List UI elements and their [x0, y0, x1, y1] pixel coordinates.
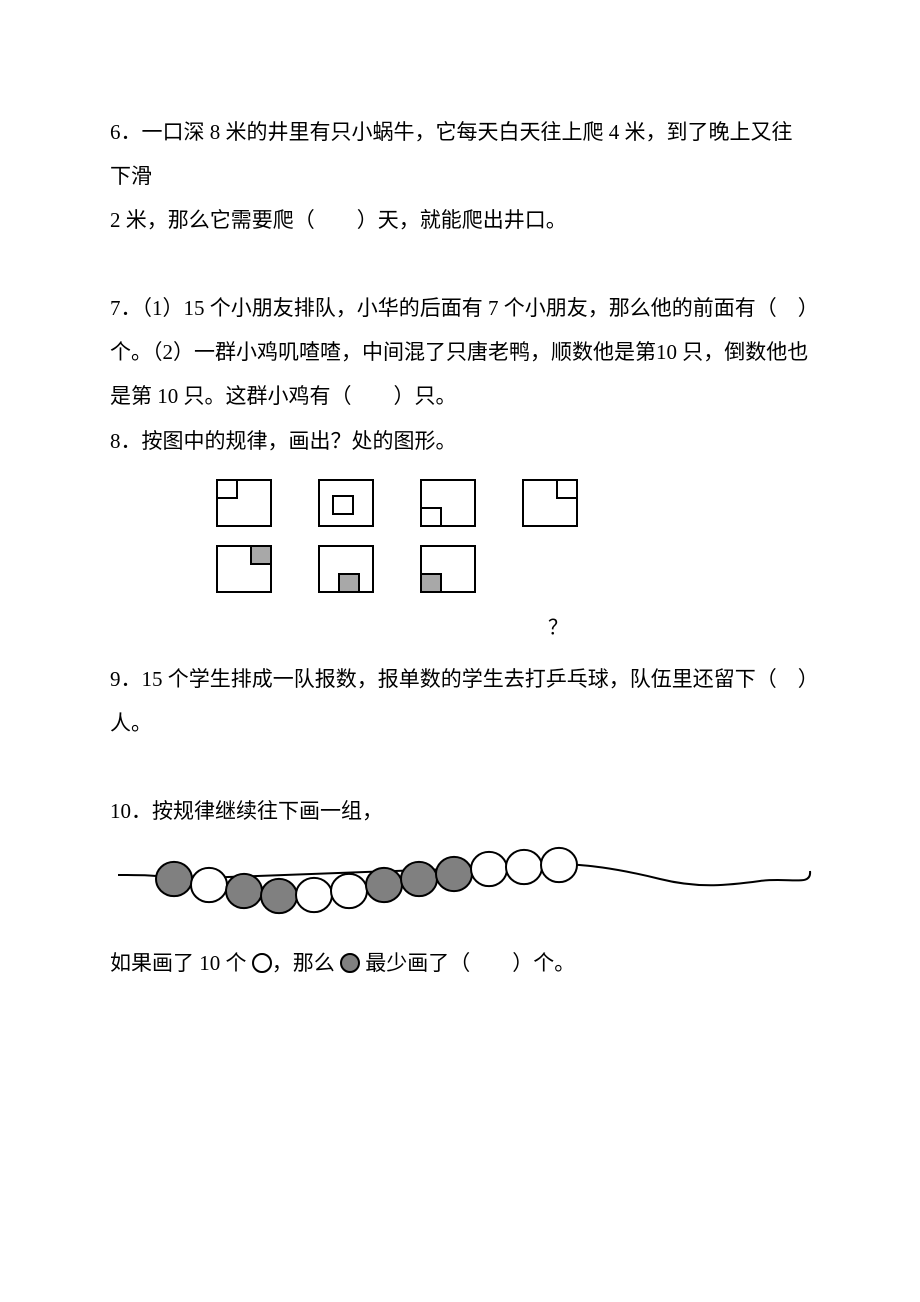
q10-after-prefix: 如果画了 10 个: [110, 951, 252, 975]
pattern-cell-1-4: [516, 475, 584, 533]
q10-bead-diagram: [110, 841, 820, 917]
q10-after-suffix: 最少画了（ ）个。: [360, 951, 575, 975]
q8-pattern-row2: [210, 541, 810, 599]
q8-title: 8．按图中的规律，画出？处的图形。: [110, 419, 810, 463]
bead-gray: [436, 857, 472, 891]
pattern-cell-2-1: [210, 541, 278, 599]
q8-pattern: [210, 475, 810, 599]
bead-gray: [226, 874, 262, 908]
bead-white: [506, 850, 542, 884]
q10-title: 10．按规律继续往下画一组，: [110, 789, 810, 833]
q8-pattern-row1: [210, 475, 810, 533]
q6-line2: 2 米，那么它需要爬（ ）天，就能爬出井口。: [110, 198, 810, 242]
gray-circle-icon: [340, 953, 360, 973]
bead-white: [331, 874, 367, 908]
white-circle-icon: [252, 953, 272, 973]
bead-white: [191, 868, 227, 902]
bead-white: [541, 848, 577, 882]
q10-after-mid: ，那么: [272, 951, 340, 975]
bead-white: [296, 878, 332, 912]
pattern-cell-2-3: [414, 541, 482, 599]
pattern-cell-2-2: [312, 541, 380, 599]
bead-gray: [261, 879, 297, 913]
q8-question-mark: ？: [548, 607, 810, 649]
pattern-cell-1-3: [414, 475, 482, 533]
pattern-cell-1-1: [210, 475, 278, 533]
bead-gray: [156, 862, 192, 896]
q9-line1: 9．15 个学生排成一队报数，报单数的学生去打乒乓球，队伍里还留下（ ）人。: [110, 657, 810, 745]
bead-gray: [401, 862, 437, 896]
bead-gray: [366, 868, 402, 902]
q10-after: 如果画了 10 个 ，那么 最少画了（ ）个。: [110, 941, 810, 985]
bead-white: [471, 852, 507, 886]
pattern-cell-1-2: [312, 475, 380, 533]
q6-line1: 6．一口深 8 米的井里有只小蜗牛，它每天白天往上爬 4 米，到了晚上又往下滑: [110, 110, 810, 198]
q7-line1: 7．（1）15 个小朋友排队，小华的后面有 7 个小朋友，那么他的前面有（ ）个…: [110, 286, 810, 418]
